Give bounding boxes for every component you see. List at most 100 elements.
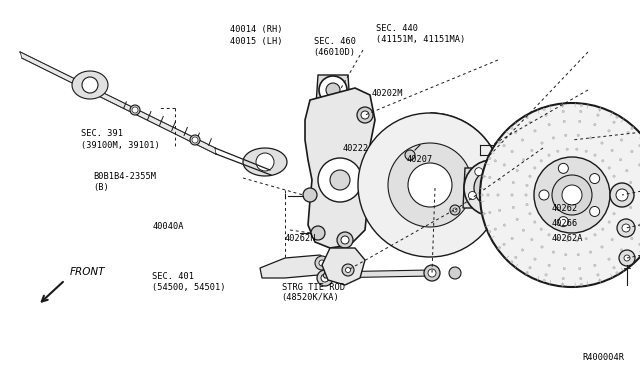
Circle shape bbox=[318, 158, 362, 202]
Circle shape bbox=[631, 194, 633, 196]
Polygon shape bbox=[316, 75, 350, 105]
Circle shape bbox=[589, 174, 600, 183]
Circle shape bbox=[561, 283, 564, 286]
Circle shape bbox=[449, 267, 461, 279]
Polygon shape bbox=[20, 52, 216, 154]
Circle shape bbox=[498, 247, 500, 249]
Circle shape bbox=[589, 137, 592, 139]
Circle shape bbox=[598, 108, 601, 110]
Circle shape bbox=[579, 267, 581, 270]
Text: 40266: 40266 bbox=[552, 219, 578, 228]
Circle shape bbox=[488, 157, 491, 160]
Circle shape bbox=[508, 189, 516, 198]
Text: SEC. 391: SEC. 391 bbox=[81, 129, 123, 138]
Circle shape bbox=[616, 116, 618, 118]
Text: 40222: 40222 bbox=[342, 144, 369, 153]
Circle shape bbox=[541, 246, 543, 248]
Circle shape bbox=[639, 144, 640, 147]
Circle shape bbox=[450, 205, 460, 215]
Circle shape bbox=[627, 256, 629, 259]
Circle shape bbox=[610, 183, 634, 207]
Circle shape bbox=[594, 264, 596, 267]
Circle shape bbox=[346, 267, 351, 273]
Circle shape bbox=[483, 179, 501, 197]
Text: 40207: 40207 bbox=[406, 155, 433, 164]
Circle shape bbox=[358, 113, 502, 257]
Circle shape bbox=[608, 130, 610, 132]
Circle shape bbox=[489, 205, 497, 213]
Circle shape bbox=[594, 124, 596, 126]
Circle shape bbox=[601, 246, 604, 248]
Circle shape bbox=[575, 240, 578, 242]
Circle shape bbox=[483, 212, 485, 215]
Circle shape bbox=[639, 164, 640, 166]
Circle shape bbox=[511, 261, 513, 263]
Circle shape bbox=[580, 283, 582, 286]
Circle shape bbox=[319, 76, 347, 104]
Circle shape bbox=[529, 212, 531, 215]
Circle shape bbox=[488, 176, 491, 179]
Circle shape bbox=[388, 143, 472, 227]
Text: R400004R: R400004R bbox=[582, 353, 624, 362]
Circle shape bbox=[552, 251, 555, 253]
Polygon shape bbox=[322, 248, 365, 285]
Circle shape bbox=[483, 175, 485, 177]
Circle shape bbox=[613, 121, 615, 124]
Circle shape bbox=[531, 238, 533, 241]
Circle shape bbox=[627, 131, 629, 134]
Circle shape bbox=[361, 111, 369, 119]
Text: 40014 (RH): 40014 (RH) bbox=[230, 25, 283, 34]
Circle shape bbox=[585, 150, 588, 153]
Circle shape bbox=[617, 194, 620, 196]
Circle shape bbox=[622, 224, 630, 232]
Circle shape bbox=[620, 229, 621, 231]
Circle shape bbox=[511, 127, 513, 129]
Text: 40015 (LH): 40015 (LH) bbox=[230, 37, 283, 46]
Circle shape bbox=[552, 175, 592, 215]
Circle shape bbox=[468, 192, 476, 199]
Circle shape bbox=[613, 212, 615, 215]
Text: 40202M: 40202M bbox=[371, 89, 403, 98]
Circle shape bbox=[539, 190, 549, 200]
Text: 40262N: 40262N bbox=[285, 234, 316, 243]
Circle shape bbox=[563, 120, 566, 123]
Circle shape bbox=[608, 221, 611, 223]
Circle shape bbox=[624, 255, 630, 261]
Circle shape bbox=[512, 206, 515, 209]
Circle shape bbox=[616, 184, 618, 187]
Circle shape bbox=[534, 221, 536, 223]
Circle shape bbox=[132, 107, 138, 113]
Circle shape bbox=[620, 139, 623, 141]
Circle shape bbox=[564, 253, 567, 256]
Circle shape bbox=[630, 206, 632, 209]
Circle shape bbox=[499, 166, 508, 174]
Circle shape bbox=[337, 232, 353, 248]
Circle shape bbox=[596, 274, 599, 276]
Circle shape bbox=[499, 209, 501, 212]
Circle shape bbox=[598, 279, 601, 282]
Circle shape bbox=[601, 142, 604, 144]
Circle shape bbox=[503, 243, 505, 246]
Circle shape bbox=[594, 154, 596, 156]
Text: SEC. 460: SEC. 460 bbox=[314, 37, 356, 46]
Circle shape bbox=[639, 243, 640, 246]
Circle shape bbox=[540, 228, 543, 230]
Circle shape bbox=[620, 158, 621, 161]
Circle shape bbox=[534, 157, 610, 233]
Circle shape bbox=[315, 256, 329, 270]
Circle shape bbox=[190, 135, 200, 145]
Text: (41151M, 41151MA): (41151M, 41151MA) bbox=[376, 35, 465, 44]
Text: 40040A: 40040A bbox=[152, 222, 184, 231]
Circle shape bbox=[480, 103, 640, 287]
Circle shape bbox=[515, 256, 517, 259]
Circle shape bbox=[579, 120, 581, 123]
Circle shape bbox=[548, 264, 550, 267]
Circle shape bbox=[488, 211, 491, 214]
Circle shape bbox=[526, 184, 528, 187]
Polygon shape bbox=[72, 71, 108, 99]
Circle shape bbox=[577, 253, 579, 256]
Text: FRONT: FRONT bbox=[70, 267, 106, 277]
Circle shape bbox=[529, 175, 531, 177]
Circle shape bbox=[503, 164, 506, 166]
Circle shape bbox=[589, 206, 600, 217]
